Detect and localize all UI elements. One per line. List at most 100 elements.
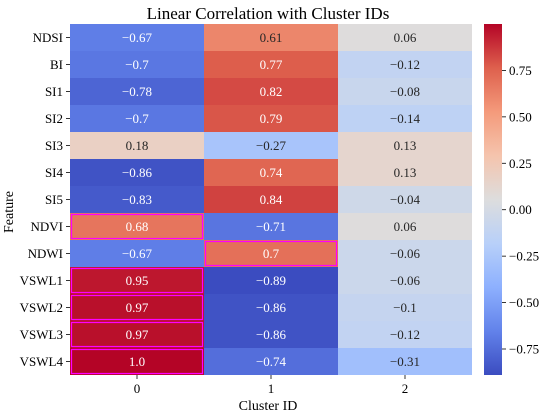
heatmap-cell: [338, 267, 472, 294]
heatmap-cell: [338, 294, 472, 321]
highlighted-cell-outline: [204, 240, 338, 267]
heatmap-cell: [338, 240, 472, 267]
x-tick-label: 0: [134, 381, 141, 396]
cell-value-label: −0.67: [122, 30, 153, 45]
cell-value-label: 0.97: [126, 327, 149, 342]
highlighted-cell-outline: [70, 267, 204, 294]
y-tick-label: BI: [50, 57, 63, 72]
cell-value-label: 0.79: [260, 111, 283, 126]
heatmap-cell: [70, 159, 204, 186]
y-tick-label: VSWL4: [20, 354, 64, 369]
cell-value-label: −0.71: [256, 219, 286, 234]
y-tick-label: SI5: [45, 192, 63, 207]
heatmap-cell: [70, 51, 204, 78]
cell-value-label: −0.74: [256, 354, 287, 369]
heatmap-cells: [70, 24, 472, 375]
heatmap-cell: [338, 24, 472, 51]
y-tick-label: VSWL3: [20, 327, 63, 342]
heatmap-cell: [338, 78, 472, 105]
heatmap-cell: [70, 267, 204, 294]
cell-value-label: −0.04: [390, 192, 421, 207]
cell-value-label: 1.0: [129, 354, 145, 369]
cell-value-label: −0.1: [393, 300, 417, 315]
x-tick-label: 1: [268, 381, 275, 396]
cell-value-label: 0.82: [260, 84, 283, 99]
y-tick-labels: NDSI BI SI1 SI2 SI3 SI4 SI5 NDVI NDWI VSWL1 VSWL2 V…: [20, 30, 70, 369]
cell-value-label: −0.7: [125, 57, 149, 72]
cell-value-label: 0.7: [263, 246, 280, 261]
cell-value-label: 0.84: [260, 192, 283, 207]
chart-title: Linear Correlation with Cluster IDs: [147, 4, 390, 23]
cell-value-label: 0.06: [394, 219, 417, 234]
cell-value-label: −0.86: [122, 165, 153, 180]
cell-value-label: −0.14: [390, 111, 421, 126]
cell-value-label: −0.67: [122, 246, 153, 261]
heatmap-cell: [70, 213, 204, 240]
y-tick-label: NDVI: [31, 219, 64, 234]
y-axis-label: Feature: [2, 191, 17, 233]
heatmap-cell: [70, 294, 204, 321]
cell-value-label: −0.12: [390, 57, 420, 72]
cell-value-label: −0.12: [390, 327, 420, 342]
colorbar-tick-label: 0.75: [509, 63, 532, 78]
heatmap-cell: [204, 159, 338, 186]
highlighted-cell-outline: [70, 294, 204, 321]
highlighted-cells: [70, 213, 338, 375]
y-tick-label: VSWL2: [20, 300, 63, 315]
cell-value-label: −0.86: [256, 327, 287, 342]
heatmap-cell: [70, 24, 204, 51]
cell-value-label: −0.08: [390, 84, 420, 99]
cell-value-label: 0.74: [260, 165, 283, 180]
cell-value-label: −0.06: [390, 246, 421, 261]
highlighted-cell-outline: [70, 321, 204, 348]
x-tick-labels: 0 1 2: [134, 375, 409, 396]
cell-value-label: −0.06: [390, 273, 421, 288]
heatmap-cell: [70, 186, 204, 213]
heatmap-cell: [204, 24, 338, 51]
heatmap-cell: [204, 105, 338, 132]
cell-value-label: 0.77: [260, 57, 283, 72]
cell-value-label: 0.06: [394, 30, 417, 45]
cell-value-label: 0.95: [126, 273, 149, 288]
heatmap-cell: [338, 51, 472, 78]
cell-value-label: −0.31: [390, 354, 420, 369]
cell-value-label: −0.27: [256, 138, 287, 153]
colorbar-tick-label: −0.25: [509, 249, 539, 264]
cell-value-label: −0.89: [256, 273, 286, 288]
cell-value-label: −0.86: [256, 300, 287, 315]
x-tick-label: 2: [402, 381, 409, 396]
heatmap-cell: [70, 105, 204, 132]
colorbar: [484, 24, 502, 375]
y-tick-label: SI2: [45, 111, 63, 126]
heatmap-cell: [204, 51, 338, 78]
colorbar-tick-label: 0.50: [509, 109, 532, 124]
heatmap-cell: [204, 267, 338, 294]
y-tick-label: NDWI: [28, 246, 63, 261]
heatmap-cell: [338, 213, 472, 240]
heatmap-cell: [204, 294, 338, 321]
heatmap-cell: [204, 132, 338, 159]
heatmap-cell: [338, 186, 472, 213]
heatmap-cell: [70, 132, 204, 159]
cell-value-label: −0.83: [122, 192, 152, 207]
colorbar-tick-label: 0.25: [509, 156, 532, 171]
cell-value-labels: −0.67 0.61 0.06 −0.7 0.77 −0.12 −0.78 0.82 −0.08…: [122, 30, 421, 369]
heatmap-cell: [70, 348, 204, 375]
colorbar-tick-label: 0.00: [509, 202, 532, 217]
cell-value-label: 0.68: [126, 219, 149, 234]
cell-value-label: −0.7: [125, 111, 149, 126]
cell-value-label: 0.13: [394, 165, 417, 180]
y-tick-label: SI4: [45, 165, 64, 180]
highlighted-cell-outline: [70, 213, 204, 240]
colorbar-tick-label: −0.50: [509, 295, 539, 310]
highlighted-cell-outline: [70, 348, 204, 375]
heatmap-cell: [338, 105, 472, 132]
y-tick-label: SI3: [45, 138, 63, 153]
heatmap-cell: [338, 321, 472, 348]
y-tick-label: SI1: [45, 84, 63, 99]
y-tick-label: NDSI: [33, 30, 63, 45]
colorbar-tick-label: −0.75: [509, 342, 539, 357]
heatmap-cell: [204, 321, 338, 348]
x-axis-label: Cluster ID: [239, 399, 298, 414]
